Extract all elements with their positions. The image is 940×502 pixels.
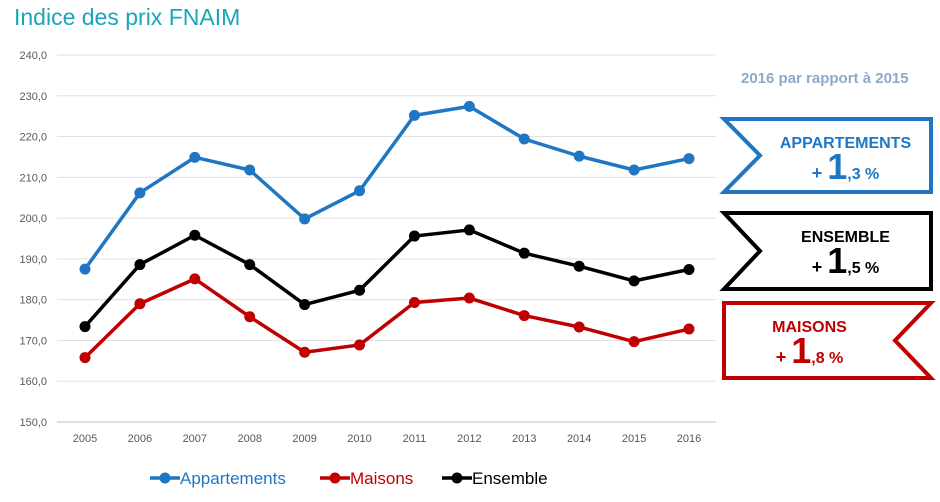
data-point-appartements — [573, 150, 585, 162]
callout-label-appartements: APPARTEMENTS — [780, 135, 912, 152]
data-point-ensemble — [244, 259, 256, 271]
legend-marker-appartements — [159, 472, 171, 484]
x-tick-label: 2008 — [237, 433, 261, 445]
data-point-appartements — [354, 185, 366, 197]
data-point-maisons — [683, 323, 695, 335]
legend-marker-ensemble — [451, 472, 463, 484]
series-line-appartements — [83, 104, 690, 271]
x-tick-label: 2010 — [347, 433, 371, 445]
y-tick-label: 200,0 — [19, 213, 47, 225]
y-tick-label: 190,0 — [19, 254, 47, 266]
data-point-appartements — [518, 133, 530, 145]
data-point-ensemble — [408, 230, 420, 242]
y-tick-label: 160,0 — [19, 376, 47, 388]
callout-change-maisons: + 1,8 % — [776, 330, 844, 371]
page-title: Indice des prix FNAIM — [14, 4, 241, 30]
callout-box-ensemble — [719, 211, 933, 291]
data-point-maisons — [299, 346, 311, 358]
data-point-ensemble — [354, 284, 366, 296]
data-point-ensemble — [299, 299, 311, 311]
data-point-maisons — [134, 298, 146, 310]
legend-label-ensemble: Ensemble — [472, 469, 548, 488]
data-point-ensemble — [79, 321, 91, 333]
callout-change-ensemble: + 1,5 % — [812, 240, 880, 281]
legend-marker-maisons — [329, 472, 341, 484]
y-tick-label: 150,0 — [19, 417, 47, 429]
y-tick-label: 170,0 — [19, 335, 47, 347]
data-point-appartements — [408, 109, 420, 121]
data-point-ensemble — [518, 247, 530, 259]
x-tick-label: 2013 — [512, 433, 536, 445]
legend-label-maisons: Maisons — [350, 469, 413, 488]
data-point-appartements — [79, 263, 91, 275]
callout-change-appartements: + 1,3 % — [812, 146, 880, 187]
data-point-maisons — [463, 292, 475, 304]
data-point-ensemble — [628, 275, 640, 287]
series-lines — [79, 100, 695, 364]
x-tick-label: 2012 — [457, 433, 481, 445]
x-tick-label: 2007 — [183, 433, 207, 445]
data-point-maisons — [573, 321, 585, 333]
x-tick-label: 2015 — [622, 433, 646, 445]
data-point-maisons — [518, 310, 530, 322]
data-point-appartements — [244, 164, 256, 176]
data-point-maisons — [408, 297, 420, 309]
y-tick-label: 220,0 — [19, 132, 47, 144]
x-tick-label: 2014 — [567, 433, 591, 445]
callout-label-ensemble: ENSEMBLE — [801, 229, 890, 246]
data-point-ensemble — [189, 229, 201, 241]
y-tick-label: 230,0 — [19, 91, 47, 103]
x-tick-label: 2011 — [403, 433, 427, 445]
data-point-appartements — [134, 187, 146, 199]
data-point-ensemble — [134, 259, 146, 271]
callouts: APPARTEMENTS+ 1,3 % ENSEMBLE+ 1,5 % MAISON… — [719, 117, 936, 380]
comparison-subtitle: 2016 par rapport à 2015 — [741, 70, 909, 87]
series-line-ensemble — [83, 228, 690, 328]
data-point-maisons — [628, 336, 640, 348]
y-tick-label: 210,0 — [19, 172, 47, 184]
data-point-appartements — [299, 213, 311, 225]
y-tick-label: 180,0 — [19, 295, 47, 307]
callout-box-appartements — [719, 117, 933, 194]
data-point-appartements — [463, 100, 475, 112]
legend-label-appartements: Appartements — [180, 469, 286, 488]
data-point-ensemble — [683, 263, 695, 275]
gridlines — [57, 54, 716, 423]
data-point-maisons — [189, 273, 201, 285]
series-line-maisons — [83, 277, 690, 359]
y-tick-label: 240,0 — [19, 50, 47, 62]
data-point-maisons — [79, 352, 91, 364]
x-tick-label: 2016 — [677, 433, 701, 445]
x-tick-label: 2006 — [128, 433, 152, 445]
data-point-ensemble — [573, 260, 585, 272]
x-tick-label: 2009 — [292, 433, 316, 445]
x-axis-ticks: 2005 2006 2007 2008 2009 2010 2011 2012 2013 2014… — [73, 433, 701, 445]
callout-label-maisons: MAISONS — [772, 319, 847, 336]
data-point-ensemble — [463, 224, 475, 236]
data-point-maisons — [244, 311, 256, 323]
legend: Appartements Maisons Ensemble — [150, 469, 548, 488]
data-point-maisons — [354, 339, 366, 351]
data-point-appartements — [189, 151, 201, 163]
x-tick-label: 2005 — [73, 433, 97, 445]
callout-box-maisons — [722, 301, 936, 380]
y-axis-ticks: 150,0 160,0 170,0 180,0 190,0 200,0 210,0 220,0… — [19, 50, 47, 429]
data-point-appartements — [628, 164, 640, 176]
data-point-appartements — [683, 153, 695, 165]
